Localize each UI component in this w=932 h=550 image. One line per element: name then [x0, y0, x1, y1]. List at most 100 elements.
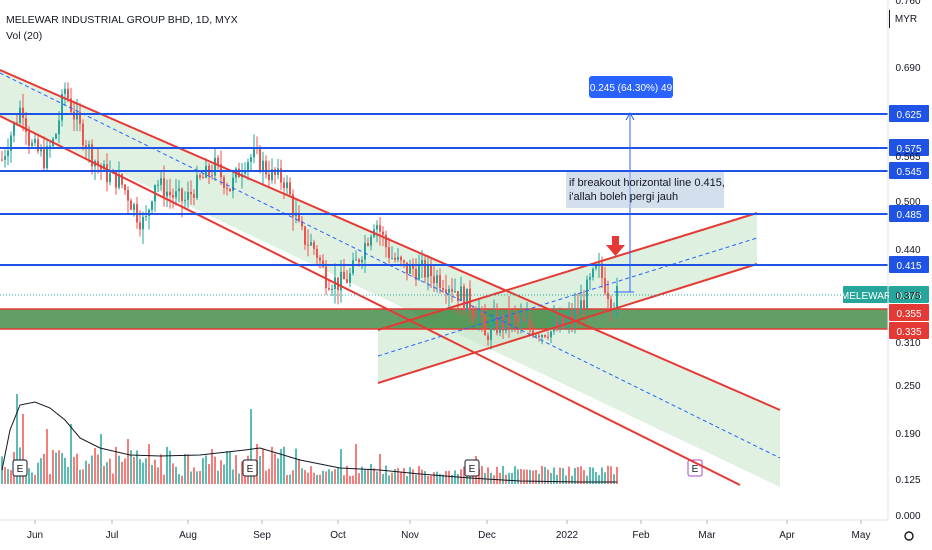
- price-tick-label-top: 0.760: [895, 0, 920, 7]
- candle-body: [391, 257, 393, 259]
- volume-bar: [415, 474, 417, 484]
- settings-gear-icon: [904, 531, 914, 541]
- volume-bar: [340, 449, 342, 484]
- candle-body: [388, 247, 390, 258]
- candle-body: [601, 263, 603, 278]
- candle-body: [538, 335, 540, 338]
- volume-bar: [331, 471, 333, 484]
- candle-body: [298, 212, 300, 222]
- volume-bar: [46, 429, 48, 484]
- volume-bar: [403, 467, 405, 484]
- volume-bar: [529, 469, 531, 484]
- candle-body: [418, 264, 420, 280]
- candle-body: [523, 318, 525, 322]
- volume-bar: [604, 472, 606, 484]
- candle-body: [595, 265, 597, 269]
- candle-body: [232, 177, 234, 192]
- volume-bar: [496, 466, 498, 484]
- candle-body: [310, 242, 312, 246]
- volume-bar: [439, 473, 441, 484]
- volume-bar: [28, 468, 30, 484]
- candle-body: [478, 311, 480, 319]
- volume-bar: [385, 465, 387, 484]
- volume-bar: [553, 467, 555, 484]
- volume-bar: [379, 454, 381, 484]
- candle-body: [265, 160, 267, 175]
- candle-body: [403, 260, 405, 263]
- volume-bar: [79, 469, 81, 484]
- candle-body: [361, 259, 363, 263]
- volume-bar: [613, 474, 615, 484]
- volume-bar: [223, 464, 225, 484]
- volume-bar: [274, 453, 276, 484]
- candle-body: [604, 277, 606, 293]
- candle-body: [67, 88, 69, 99]
- volume-bar: [292, 470, 294, 484]
- ascending-channel-mid: [377, 237, 758, 357]
- volume-bar: [142, 462, 144, 484]
- candle-body: [16, 122, 18, 124]
- channel-lines: [0, 69, 781, 486]
- volume-bar: [574, 468, 576, 484]
- candle-body: [157, 184, 159, 186]
- volume-bar: [52, 450, 54, 484]
- volume-bar: [499, 472, 501, 484]
- volume-bar: [145, 458, 147, 484]
- candle-body: [43, 149, 45, 169]
- volume-bar: [370, 464, 372, 484]
- candle-body: [286, 182, 288, 189]
- volume-bar: [43, 453, 45, 484]
- candle-body: [280, 168, 282, 183]
- candle-body: [301, 221, 303, 227]
- candle-body: [460, 286, 462, 301]
- candle-body: [454, 291, 456, 293]
- price-tick-label: 0.190: [895, 429, 920, 440]
- volume-bar: [406, 475, 408, 484]
- candle-body: [46, 146, 48, 169]
- candle-body: [271, 169, 273, 181]
- candle-body: [76, 112, 78, 120]
- candle-body: [475, 315, 477, 319]
- time-tick-label: Nov: [401, 530, 419, 541]
- price-tick-label: 0.440: [895, 245, 920, 256]
- candle-body: [292, 194, 294, 217]
- volume-bar: [55, 452, 57, 484]
- candle-body: [586, 279, 588, 309]
- volume-bar: [502, 465, 504, 484]
- candle-body: [253, 147, 255, 158]
- volume-bar: [373, 468, 375, 484]
- candle-body: [226, 187, 228, 189]
- volume-bar: [592, 467, 594, 484]
- volume-bar: [430, 475, 432, 484]
- level-price-tag: [889, 162, 929, 179]
- volume-bar: [232, 469, 234, 484]
- candle-body: [364, 243, 366, 260]
- candle-body: [589, 277, 591, 280]
- volume-bar: [610, 466, 612, 484]
- candle-body: [211, 175, 213, 177]
- volume-bar: [205, 455, 207, 484]
- candle-body: [40, 149, 42, 152]
- volume-bar: [271, 446, 273, 484]
- volume-bar: [388, 475, 390, 484]
- candle-body: [529, 319, 531, 331]
- candle-body: [409, 263, 411, 274]
- candle-body: [535, 335, 537, 337]
- volume-bar: [238, 473, 240, 484]
- volume-bar: [172, 463, 174, 484]
- volume-bar: [187, 454, 189, 484]
- volume-bar: [286, 475, 288, 484]
- volume-bar: [37, 462, 39, 484]
- volume-bar: [346, 465, 348, 484]
- volume-bar: [583, 470, 585, 484]
- candle-body: [493, 315, 495, 327]
- volume-bar: [400, 471, 402, 484]
- volume-bar: [211, 449, 213, 484]
- candle-body: [511, 315, 513, 328]
- volume-bar: [160, 454, 162, 484]
- currency-divider: [889, 10, 890, 28]
- volume-bar: [22, 414, 24, 484]
- volume-bar: [433, 472, 435, 484]
